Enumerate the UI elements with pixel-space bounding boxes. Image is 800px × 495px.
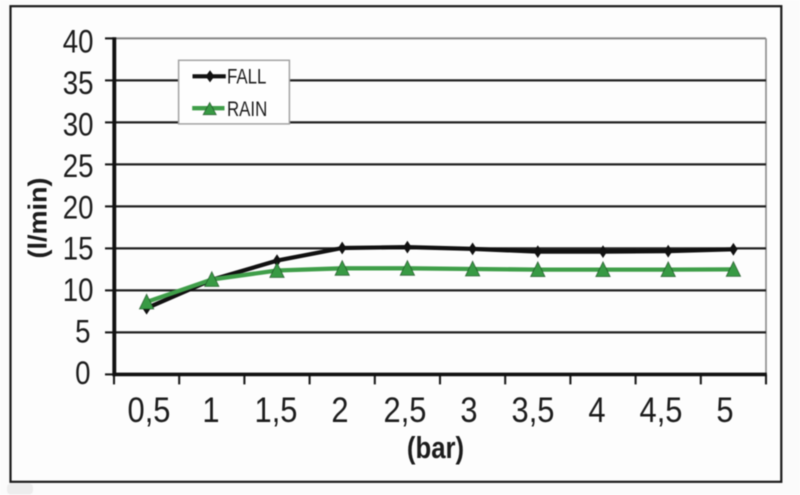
svg-text:5: 5 xyxy=(75,315,90,351)
svg-text:2,5: 2,5 xyxy=(384,391,427,430)
svg-text:4: 4 xyxy=(588,391,605,430)
svg-text:1,5: 1,5 xyxy=(255,391,298,430)
svg-text:5: 5 xyxy=(716,391,733,430)
svg-text:4,5: 4,5 xyxy=(640,391,683,430)
svg-text:2: 2 xyxy=(331,391,348,430)
svg-text:0,5: 0,5 xyxy=(128,391,171,430)
svg-text:(l/min): (l/min) xyxy=(23,178,52,259)
svg-text:0: 0 xyxy=(75,356,90,392)
svg-text:3: 3 xyxy=(460,391,477,430)
svg-text:RAIN: RAIN xyxy=(227,98,267,121)
svg-text:10: 10 xyxy=(63,273,94,309)
svg-text:(bar): (bar) xyxy=(407,431,464,466)
svg-text:30: 30 xyxy=(63,107,94,143)
svg-text:40: 40 xyxy=(63,24,94,60)
svg-text:1: 1 xyxy=(202,391,219,430)
svg-text:25: 25 xyxy=(63,149,94,185)
svg-text:FALL: FALL xyxy=(227,66,267,89)
svg-text:15: 15 xyxy=(63,232,94,268)
svg-text:3,5: 3,5 xyxy=(512,391,555,430)
svg-text:20: 20 xyxy=(63,190,94,226)
svg-text:35: 35 xyxy=(63,66,94,102)
